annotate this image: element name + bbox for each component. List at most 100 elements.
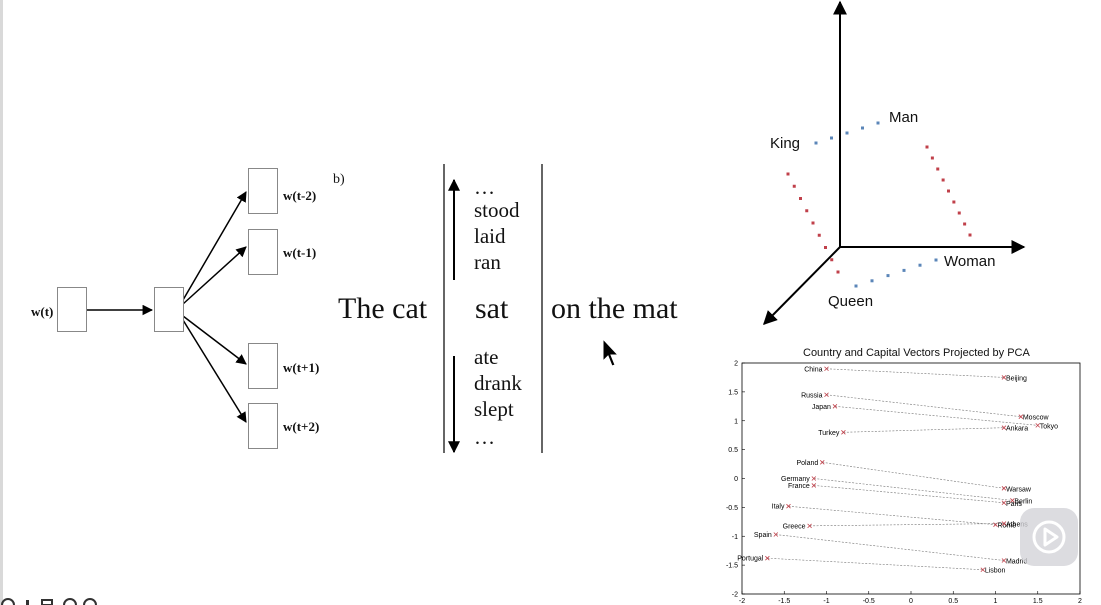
y-axis — [763, 246, 841, 325]
country-label: Germany — [781, 476, 810, 483]
y-tick-label: 1.5 — [728, 389, 738, 396]
arrow-t-1 — [182, 246, 247, 305]
projection-box — [154, 287, 184, 332]
pca-link-line — [834, 406, 1038, 426]
pca-link-line — [826, 368, 1004, 378]
y-tick-label: 0 — [734, 476, 738, 483]
queen-woman-dot — [870, 279, 874, 283]
queen-woman-dot — [934, 258, 938, 262]
man-woman-dot — [936, 167, 940, 171]
king-queen-dot — [824, 246, 827, 249]
man-woman-dot — [963, 222, 967, 226]
x-tick-label: 0.5 — [948, 598, 958, 605]
capital-point — [1018, 414, 1024, 419]
country-point — [811, 476, 817, 481]
country-point — [824, 392, 829, 398]
y-tick-label: 0.5 — [728, 447, 738, 454]
king-queen-dot — [792, 184, 796, 188]
above-word: ran — [474, 250, 501, 274]
capital-label: Berlin — [1014, 498, 1032, 505]
above-word: … — [474, 175, 495, 199]
below-word: ate — [474, 345, 499, 369]
capital-point — [1001, 425, 1007, 430]
country-point — [841, 430, 846, 435]
x-tick-label: -0.5 — [863, 598, 875, 605]
output-label-t-2: w(t-2) — [283, 188, 317, 203]
country-label: France — [788, 483, 810, 490]
output-label-t-1: w(t-1) — [283, 245, 317, 260]
y-tick-label: -1 — [732, 534, 738, 541]
play-button[interactable] — [1020, 508, 1078, 566]
vector-space-3d — [763, 0, 1026, 325]
output-box-t+1 — [248, 343, 278, 389]
below-word: … — [474, 425, 495, 449]
king-man-dot — [876, 121, 880, 125]
king-man-dot — [845, 131, 849, 135]
capital-label: Paris — [1006, 501, 1022, 508]
pca-title: Country and Capital Vectors Projected by… — [803, 347, 1030, 359]
output-box-t-1 — [248, 229, 278, 275]
king-queen-dot — [786, 172, 790, 176]
country-label: Greece — [783, 523, 806, 530]
king-label: King — [770, 135, 801, 152]
x-tick-label: 2 — [1078, 598, 1082, 605]
y-tick-label: -1.5 — [726, 563, 738, 570]
country-label: Poland — [796, 460, 818, 467]
man-label: Man — [889, 109, 919, 126]
pca-link-line — [809, 523, 1004, 527]
pca-link-line — [813, 485, 1004, 504]
queen-label: Queen — [828, 293, 874, 310]
pca-link-line — [813, 478, 1013, 501]
country-point — [765, 555, 770, 561]
country-label: Portugal — [737, 556, 764, 563]
input-box — [57, 287, 87, 332]
above-word: laid — [474, 224, 506, 248]
pca-chart: -2 -1.5 -1 -0.5 0 0.5 1 1.5 2 2 1.5 1 0.5 0 -0.5 -1 -1.5… — [726, 361, 1082, 605]
queen-woman-dot — [886, 274, 890, 278]
bottom-controls-icon[interactable] — [0, 596, 110, 605]
man-woman-dot — [957, 211, 961, 215]
x-tick-label: -1 — [823, 598, 829, 605]
window-edge — [0, 0, 3, 605]
sentence-right: on the mat — [551, 292, 678, 325]
king-queen-dot — [799, 197, 802, 200]
below-word: drank — [474, 371, 522, 395]
country-label: Russia — [801, 392, 823, 399]
capital-point — [980, 567, 986, 573]
output-label-t+1: w(t+1) — [283, 360, 320, 375]
arrow-t+1 — [182, 315, 247, 365]
country-point — [807, 523, 812, 529]
output-label-t+2: w(t+2) — [283, 419, 320, 434]
above-word: stood — [474, 198, 520, 222]
queen-woman-dot — [902, 268, 906, 272]
skipgram-arrows — [86, 191, 247, 423]
play-icon — [1032, 520, 1066, 554]
capital-label: Warsaw — [1006, 486, 1032, 493]
man-woman-dot — [925, 145, 929, 149]
capital-label: Rome — [998, 523, 1017, 530]
country-point — [811, 483, 817, 488]
king-queen-dot — [817, 233, 821, 237]
x-tick-label: 1 — [994, 598, 998, 605]
country-point — [773, 532, 779, 537]
output-box-t-2 — [248, 168, 278, 214]
capital-label: Ankara — [1006, 426, 1028, 433]
country-label: Japan — [812, 404, 831, 411]
y-tick-label: -0.5 — [726, 505, 738, 512]
man-woman-dot — [930, 156, 934, 160]
country-point — [824, 366, 829, 372]
queen-woman-dot — [918, 263, 922, 267]
x-tick-label: -2 — [739, 598, 745, 605]
arrow-t+2 — [182, 319, 247, 423]
capital-point — [1001, 521, 1007, 526]
x-tick-label: 0 — [909, 598, 913, 605]
queen-woman-dot — [854, 284, 858, 288]
king-queen-dot — [830, 258, 834, 262]
capital-point — [1010, 498, 1015, 503]
capital-point — [1001, 500, 1007, 506]
capital-label: Beijing — [1006, 375, 1027, 382]
man-woman-dot — [947, 189, 950, 193]
country-point — [819, 460, 825, 465]
y-tick-label: 2 — [734, 361, 738, 368]
below-word: slept — [474, 397, 514, 421]
